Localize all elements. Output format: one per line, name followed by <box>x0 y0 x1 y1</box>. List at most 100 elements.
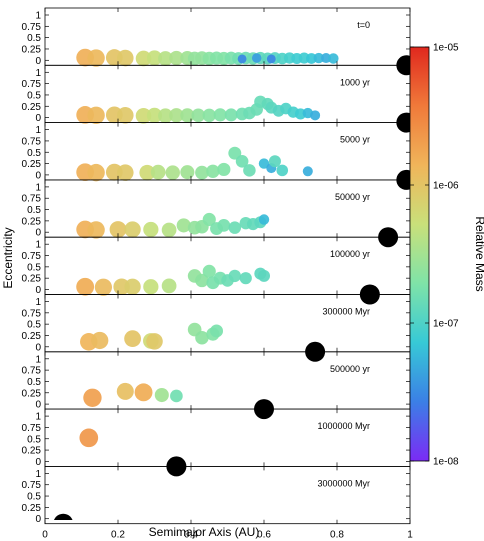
y-tick-label: 0.5 <box>27 434 41 445</box>
body-point <box>228 221 242 234</box>
body-point <box>146 50 163 66</box>
y-tick-label: 0 <box>35 400 41 411</box>
body-point <box>313 52 324 64</box>
panel-time-label: 1000000 Myr <box>317 421 370 431</box>
y-tick-label: 0.75 <box>22 423 42 434</box>
colorbar-ticks: 1e-08 1e-07 1e-06 1e-05 <box>410 43 459 468</box>
y-tick-label: 0 <box>35 514 41 525</box>
y-tick-label: 0.75 <box>22 22 42 33</box>
body-point <box>158 108 173 124</box>
body-point <box>124 221 141 238</box>
y-tick-label: 0.5 <box>27 33 41 44</box>
body-point <box>165 165 180 180</box>
body-point <box>202 264 216 278</box>
body-point <box>143 221 159 238</box>
y-tick-label: 0.5 <box>27 320 41 331</box>
y-tick-label: 1 <box>35 11 41 22</box>
colorbar-title: Relative Mass <box>473 216 484 291</box>
body-point <box>195 273 209 288</box>
panel-labels: t=0 1000 yr 5000 yr 50000 yr 100000 yr 300000… <box>317 20 370 488</box>
body-point <box>237 54 247 64</box>
y-tick-label: 0.25 <box>22 274 42 285</box>
body-point <box>328 53 339 64</box>
x-tick-label: 0.2 <box>111 530 125 541</box>
body-point <box>87 221 105 239</box>
body-point <box>91 331 109 350</box>
body-point <box>251 53 262 63</box>
y-tick-labels: 00.250.50.75100.250.50.75100.250.50.7510… <box>22 11 42 526</box>
body-point <box>143 279 159 295</box>
y-tick-label: 1 <box>35 469 41 480</box>
body-point <box>109 221 127 238</box>
body-point <box>170 389 183 403</box>
y-tick-label: 0.25 <box>22 216 42 227</box>
body-point <box>87 163 105 182</box>
body-point <box>154 388 169 403</box>
y-tick-label: 1 <box>35 125 41 136</box>
body-point <box>180 165 195 180</box>
panel-time-label: 1000 yr <box>340 77 370 87</box>
x-tick-label: 0.4 <box>184 530 198 541</box>
body-point <box>87 49 105 67</box>
y-tick-label: 0 <box>35 170 41 181</box>
panels <box>53 48 410 520</box>
y-tick-label: 0.75 <box>22 308 42 319</box>
body-point <box>87 106 105 125</box>
panel-time-label: t=0 <box>357 20 370 30</box>
y-tick-label: 0.25 <box>22 388 42 399</box>
body-point <box>169 108 184 123</box>
body-point <box>268 155 281 168</box>
body-point <box>243 164 256 177</box>
colorbar <box>409 46 430 462</box>
colorbar-tick-label: 1e-08 <box>433 457 459 468</box>
panel-time-label: 5000 yr <box>340 135 370 145</box>
y-tick-label: 1 <box>35 68 41 79</box>
y-tick-label: 1 <box>35 182 41 193</box>
body-point <box>239 272 252 285</box>
body-point <box>202 108 216 123</box>
body-point <box>195 165 209 180</box>
y-axis-title: Eccentricity <box>1 227 15 288</box>
body-point <box>266 54 276 64</box>
y-tick-label: 0.5 <box>27 377 41 388</box>
body-point <box>83 388 102 407</box>
y-tick-label: 0.5 <box>27 205 41 216</box>
panel-time-label: 100000 yr <box>330 249 370 259</box>
body-point <box>146 333 163 350</box>
body-point <box>213 108 227 122</box>
y-tick-label: 0 <box>35 228 41 239</box>
y-tick-label: 0 <box>35 113 41 124</box>
y-tick-label: 1 <box>35 297 41 308</box>
y-tick-label: 0.75 <box>22 194 42 205</box>
colorbar-tick-label: 1e-05 <box>433 43 459 54</box>
x-tick-label: 0 <box>42 530 48 541</box>
body-point <box>116 382 134 400</box>
y-tick-label: 0.25 <box>22 102 42 113</box>
body-point <box>258 214 270 225</box>
panel-frame <box>44 408 411 467</box>
body-point <box>134 383 153 402</box>
y-tick-label: 0.25 <box>22 159 42 170</box>
body-point <box>191 108 206 123</box>
y-tick-label: 0.5 <box>27 90 41 101</box>
body-point <box>258 158 270 169</box>
body-point <box>224 108 238 122</box>
y-tick-label: 0.5 <box>27 492 41 503</box>
y-tick-label: 0.25 <box>22 446 42 457</box>
body-point <box>158 51 173 66</box>
body-point <box>161 222 177 238</box>
body-point <box>228 269 241 283</box>
y-tick-label: 1 <box>35 240 41 251</box>
y-tick-label: 0 <box>35 457 41 468</box>
y-tick-label: 0.25 <box>22 503 42 514</box>
body-point <box>124 330 141 348</box>
body-point <box>176 218 191 233</box>
y-tick-label: 0.75 <box>22 79 42 90</box>
y-tick-label: 0.25 <box>22 331 42 342</box>
x-axis-title: Semimajor Axis (AU) <box>149 525 260 539</box>
body-point <box>206 164 220 178</box>
colorbar-tick-label: 1e-07 <box>433 319 459 330</box>
y-tick-label: 0 <box>35 342 41 353</box>
body-point <box>135 107 152 124</box>
y-tick-label: 0.75 <box>22 480 42 491</box>
